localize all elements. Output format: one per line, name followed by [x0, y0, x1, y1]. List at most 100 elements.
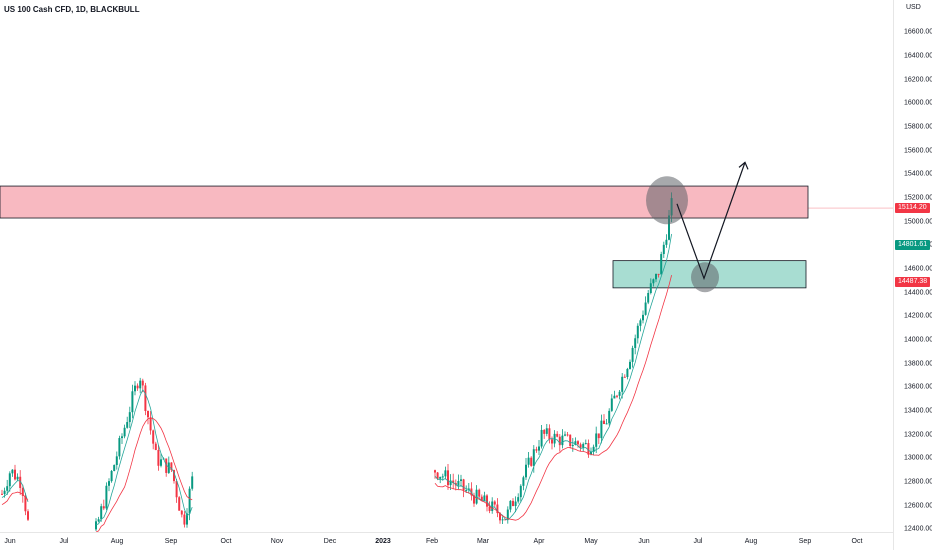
candle-body: [496, 504, 499, 514]
candle-body: [460, 479, 462, 481]
time-tick-label: Dec: [323, 538, 337, 545]
candle-body: [600, 420, 603, 439]
price-tick-label: 13600.00: [904, 383, 932, 391]
candle-body: [95, 521, 97, 530]
candle-body: [11, 469, 14, 474]
candle-body: [590, 451, 592, 455]
candle-body: [504, 519, 507, 521]
candle-body: [509, 500, 512, 510]
candle-body: [149, 417, 152, 431]
candle-body: [16, 476, 19, 480]
price-badge: 15114.20: [895, 203, 930, 214]
candle-body: [616, 395, 618, 397]
candle-body: [121, 436, 123, 439]
candle-body: [488, 506, 491, 511]
candle-body: [126, 422, 129, 428]
candle-body: [170, 462, 173, 471]
candle-body: [535, 449, 538, 451]
currency-label: USD: [906, 4, 921, 11]
candle-body: [8, 473, 11, 487]
candle-body: [483, 495, 486, 501]
ma-fast-line: [95, 388, 193, 526]
candle-body: [579, 444, 582, 448]
chart-canvas[interactable]: US 100 Cash CFD, 1D, BLACKBULL: [0, 0, 893, 532]
symbol-title: US 100 Cash CFD, 1D, BLACKBULL: [4, 5, 140, 14]
candle-body: [141, 380, 144, 386]
price-badge: 14801.61: [895, 240, 931, 251]
time-tick-label: Jun: [4, 538, 16, 545]
candle-body: [543, 429, 546, 434]
time-tick-label: Sep: [164, 538, 178, 545]
candle-body: [610, 398, 613, 411]
ma-slow-line: [1, 491, 29, 506]
candle-body: [662, 244, 665, 255]
candle-body: [626, 368, 629, 377]
candle-body: [465, 490, 468, 492]
candle-body: [584, 443, 587, 445]
candle-body: [113, 465, 116, 471]
ma-fast-line: [1, 480, 29, 503]
candle-body: [131, 391, 134, 413]
candle-body: [436, 472, 439, 479]
price-tick-label: 15600.00: [904, 147, 932, 155]
price-tick-label: 14600.00: [904, 265, 932, 273]
candle-body: [603, 420, 605, 424]
price-badge: 14487.38: [895, 277, 931, 288]
zones-layer: [0, 185, 893, 289]
candle-body: [545, 428, 548, 434]
candle-body: [582, 443, 585, 448]
candle-body: [3, 490, 6, 495]
candle-body: [613, 395, 616, 399]
price-tick-label: 13800.00: [904, 360, 932, 368]
time-tick-label: May: [584, 538, 598, 545]
time-tick-label: Sep: [798, 538, 812, 545]
time-tick-label: Mar: [476, 538, 490, 545]
candle-body: [173, 470, 175, 482]
candle-body: [639, 320, 642, 326]
candle-body: [97, 519, 100, 522]
candle-body: [123, 427, 126, 437]
candle-body: [19, 476, 22, 488]
time-tick-label: Nov: [270, 538, 284, 545]
candle-body: [128, 412, 131, 423]
candle-body: [665, 239, 668, 245]
candle-body: [441, 476, 444, 478]
candle-body: [115, 456, 118, 466]
price-axis[interactable]: USD 16600.00 16400.00 16200.00 16000.00 1580…: [893, 0, 932, 550]
candle-body: [522, 477, 525, 486]
candle-body: [514, 501, 517, 507]
price-tick-label: 13200.00: [904, 431, 932, 439]
price-tick-label: 16400.00: [904, 52, 932, 60]
candlestick-chart[interactable]: [0, 0, 893, 532]
time-tick-label: Aug: [110, 538, 124, 545]
price-tick-label: 13400.00: [904, 407, 932, 415]
candle-body: [553, 433, 556, 444]
candle-body: [499, 513, 501, 521]
candle-body: [27, 511, 29, 520]
time-tick-label: Feb: [425, 538, 439, 545]
candle-body: [108, 481, 110, 486]
candle-body: [618, 391, 621, 396]
candle-body: [139, 380, 142, 389]
time-axis[interactable]: Jun Jul Aug Sep Oct Nov Dec 2023 Feb Mar Apr May Jun…: [0, 532, 893, 551]
candle-body: [644, 302, 647, 315]
candle-body: [191, 476, 194, 489]
candle-body: [649, 283, 652, 294]
price-tick-label: 15400.00: [904, 170, 932, 178]
moving-averages-layer: [1, 233, 672, 532]
time-tick-label: Jun: [638, 538, 650, 545]
price-tick-label: 16600.00: [904, 28, 932, 36]
arrowhead-icon: [738, 161, 749, 170]
price-tick-label: 15800.00: [904, 123, 932, 131]
annotations-layer: [646, 161, 749, 293]
candle-body: [561, 435, 564, 446]
candle-body: [105, 485, 108, 509]
candle-body: [655, 273, 657, 280]
candle-body: [188, 488, 191, 514]
candle-body: [605, 423, 608, 425]
price-tick-label: 14200.00: [904, 312, 932, 320]
price-tick-label: 12600.00: [904, 502, 932, 510]
candle-body: [636, 325, 639, 339]
time-tick-label: Oct: [220, 538, 232, 545]
candle-body: [157, 450, 160, 466]
